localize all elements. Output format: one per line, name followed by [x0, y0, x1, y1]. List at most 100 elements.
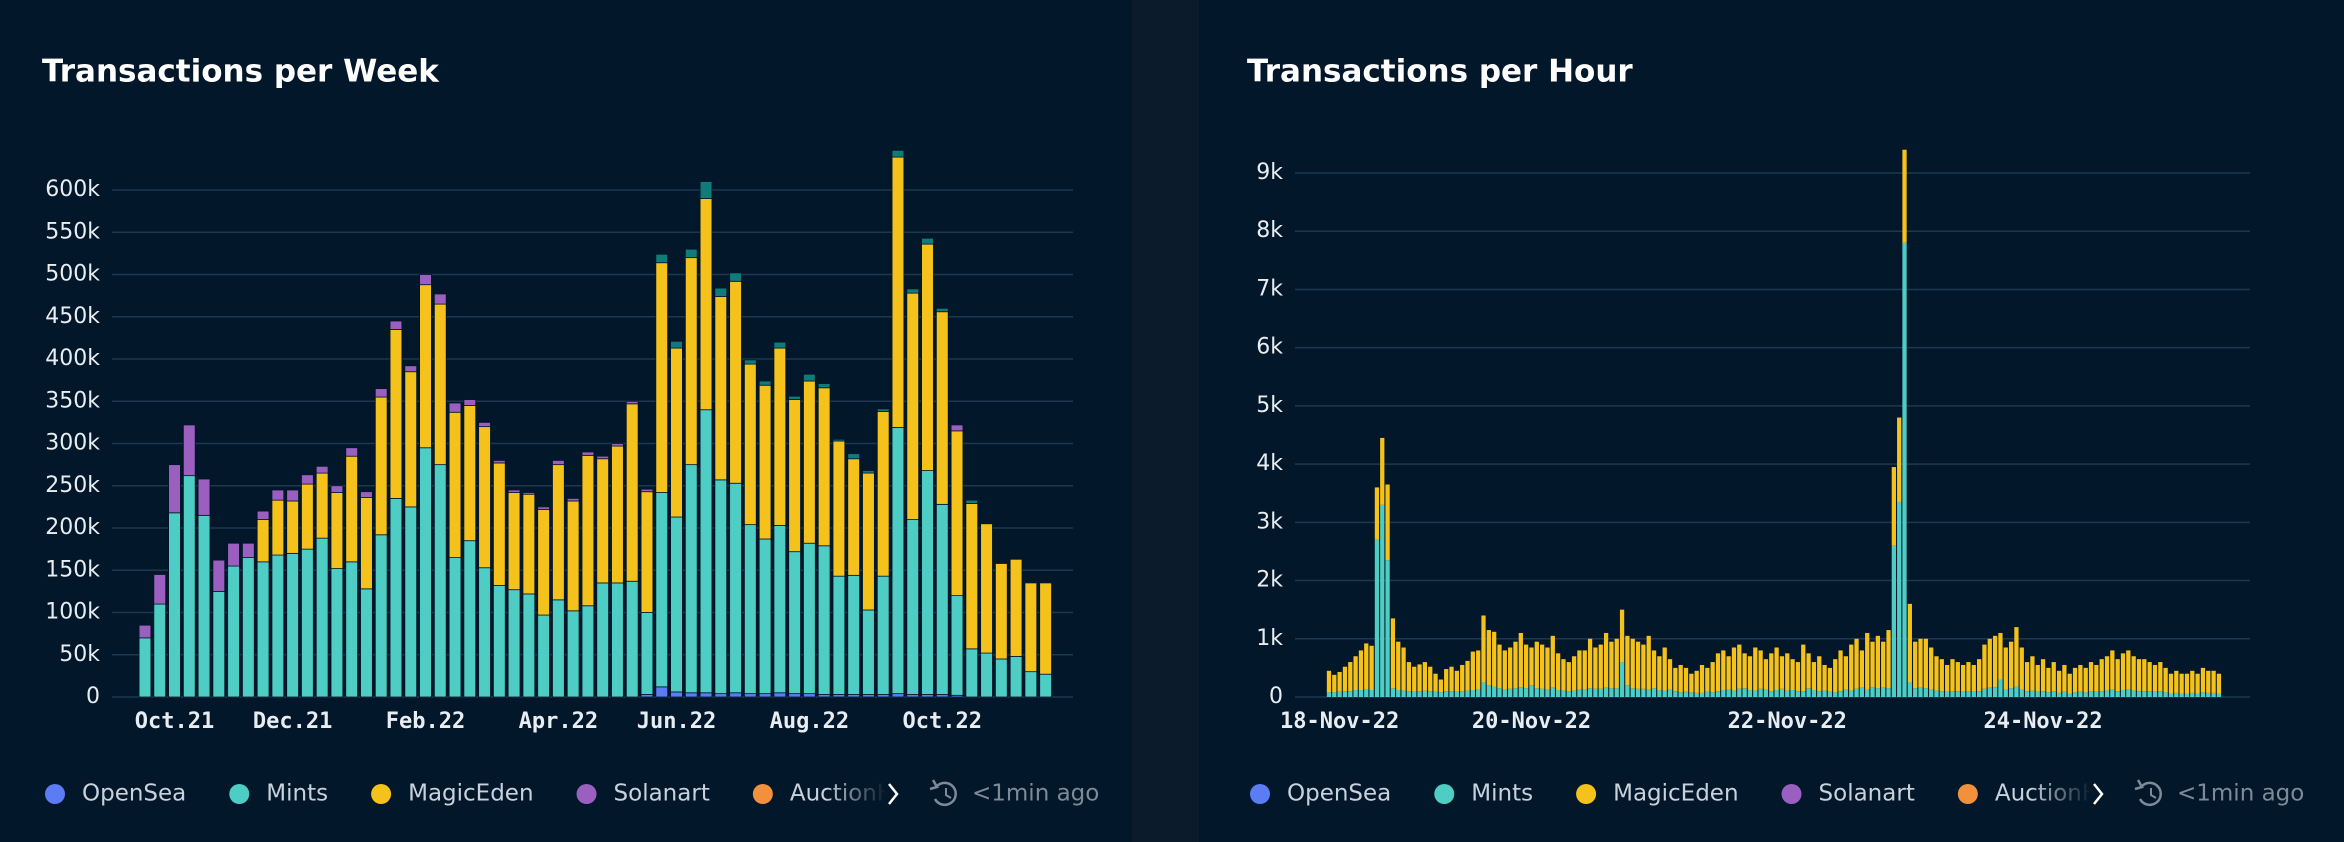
bar-segment — [1891, 467, 1896, 546]
scroll-arrow[interactable] — [888, 783, 899, 805]
bar-segment — [655, 686, 669, 698]
bar-segment — [670, 340, 683, 349]
legend-marker — [1434, 784, 1455, 804]
bar-segment — [1619, 662, 1625, 697]
bar-segment — [980, 652, 993, 698]
legend[interactable]: OpenSeaMintsMagicEdenSolanartAuctionHous… — [1250, 781, 2154, 807]
scroll-arrow[interactable] — [2093, 783, 2104, 805]
legend-item[interactable]: MagicEden — [371, 781, 534, 807]
bar-segment — [1710, 692, 1715, 697]
legend-item[interactable]: Solanart — [1781, 781, 1915, 807]
bar-segment — [1406, 691, 1412, 697]
bar-segment — [1508, 647, 1513, 689]
bar-segment — [2120, 653, 2126, 691]
bar-segment — [2115, 659, 2120, 692]
bar-segment — [1577, 650, 1582, 690]
bar-segment — [2078, 664, 2083, 692]
legend-item[interactable]: OpenSea — [45, 781, 186, 807]
bar-segment — [1412, 666, 1417, 692]
bar-segment — [2142, 659, 2147, 692]
bar-segment — [1795, 662, 1801, 692]
bar-segment — [2110, 650, 2115, 690]
bar-segment — [1945, 664, 1950, 692]
x-tick-label: Oct.21 — [135, 709, 214, 734]
bar-segment — [478, 567, 491, 698]
bar-segment — [2024, 691, 2030, 697]
bar-segment — [714, 693, 728, 698]
bar-segment — [1555, 690, 1561, 697]
bar-segment — [1598, 644, 1603, 689]
legend-item[interactable]: MagicEden — [1576, 781, 1739, 807]
bar-segment — [389, 320, 403, 330]
bar-segment — [138, 624, 152, 639]
bar-segment — [1683, 667, 1689, 692]
legend[interactable]: OpenSeaMintsMagicEdenSolanartAuctionHous… — [45, 781, 949, 807]
bar-segment — [330, 568, 344, 698]
bar-segment — [315, 465, 329, 474]
bar-segment — [714, 479, 728, 695]
bar-segment — [566, 610, 580, 698]
bar-segment — [1587, 688, 1593, 697]
bar-segment — [1465, 690, 1470, 697]
bar-segment — [1534, 688, 1539, 697]
bar-segment — [522, 593, 536, 698]
y-tick-label: 600k — [45, 177, 100, 202]
bar-segment — [1806, 653, 1811, 689]
bar-segment — [1961, 691, 1966, 697]
bar-segment — [1470, 690, 1475, 697]
bar-segment — [271, 489, 285, 501]
bar-segment — [803, 373, 816, 382]
bar-segment — [1454, 691, 1459, 697]
y-tick-label: 0 — [86, 684, 100, 709]
bar-segment — [2056, 692, 2062, 697]
legend-item[interactable]: Mints — [1434, 781, 1533, 807]
bar-segment — [1476, 689, 1481, 697]
bar-segment — [1369, 645, 1374, 691]
bar-segment — [611, 443, 624, 447]
bar-segment — [2067, 673, 2072, 694]
bar-segment — [596, 455, 609, 460]
bar-segment — [463, 399, 477, 406]
legend-scroll[interactable] — [2030, 770, 2104, 820]
bar-segment — [625, 403, 639, 582]
legend-item[interactable]: Mints — [229, 781, 328, 807]
bar-segment — [906, 519, 920, 695]
bar-segment — [581, 605, 595, 698]
refresh-hands — [945, 788, 952, 799]
chart-title: Transactions per Week — [42, 54, 440, 90]
bar-segment — [1950, 659, 1955, 692]
bar-segment — [374, 396, 388, 536]
legend-item[interactable]: Solanart — [576, 781, 710, 807]
bar-segment — [1454, 670, 1459, 692]
bar-segment — [2088, 691, 2094, 697]
bar-segment — [2179, 673, 2184, 694]
bar-segment — [2051, 662, 2056, 692]
bar-segment — [1566, 691, 1571, 697]
legend-fade — [2030, 770, 2092, 820]
bar-segment — [2051, 691, 2056, 697]
bar-segment — [138, 637, 152, 698]
refresh-icon[interactable] — [2134, 779, 2162, 807]
bar-segment — [744, 693, 757, 698]
bar-segment — [1785, 653, 1790, 691]
bar-segment — [921, 237, 934, 245]
bar-segment — [1886, 630, 1891, 689]
refresh-icon[interactable] — [929, 779, 957, 807]
legend-item[interactable]: OpenSea — [1250, 781, 1391, 807]
bar-segment — [1603, 687, 1609, 697]
y-tick-label: 9k — [1256, 160, 1283, 185]
bar-segment — [2014, 627, 2019, 687]
bar-segment — [1715, 691, 1721, 697]
bar-segment — [1024, 582, 1038, 673]
bar-segment — [1630, 688, 1635, 697]
legend-scroll[interactable] — [825, 770, 899, 820]
bar-segment — [345, 447, 358, 457]
bar-segment — [1460, 691, 1465, 697]
bar-segment — [374, 534, 388, 698]
bar-segment — [1508, 688, 1513, 697]
bar-segment — [1374, 539, 1380, 697]
bar-segment — [330, 485, 344, 493]
bar-segment — [1918, 638, 1923, 688]
bar-segment — [1009, 558, 1023, 657]
